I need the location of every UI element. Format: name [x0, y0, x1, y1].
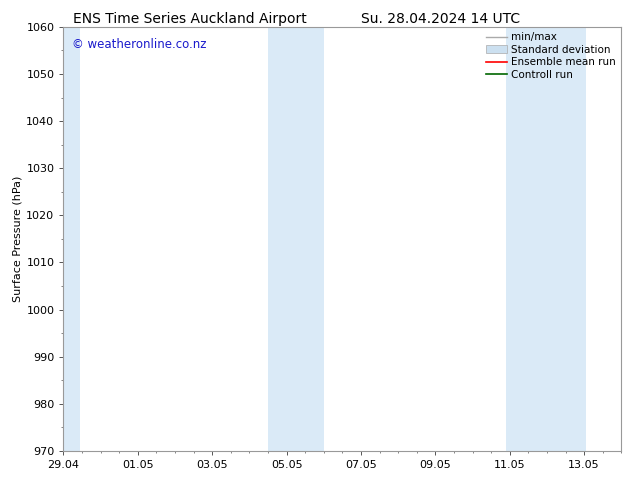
Text: © weatheronline.co.nz: © weatheronline.co.nz [72, 38, 206, 50]
Legend: min/max, Standard deviation, Ensemble mean run, Controll run: min/max, Standard deviation, Ensemble me… [484, 30, 618, 82]
Bar [506, 27, 586, 451]
Y-axis label: Surface Pressure (hPa): Surface Pressure (hPa) [12, 176, 22, 302]
Bar [268, 27, 324, 451]
Text: Su. 28.04.2024 14 UTC: Su. 28.04.2024 14 UTC [361, 12, 520, 26]
Bar [63, 27, 80, 451]
Text: ENS Time Series Auckland Airport: ENS Time Series Auckland Airport [74, 12, 307, 26]
